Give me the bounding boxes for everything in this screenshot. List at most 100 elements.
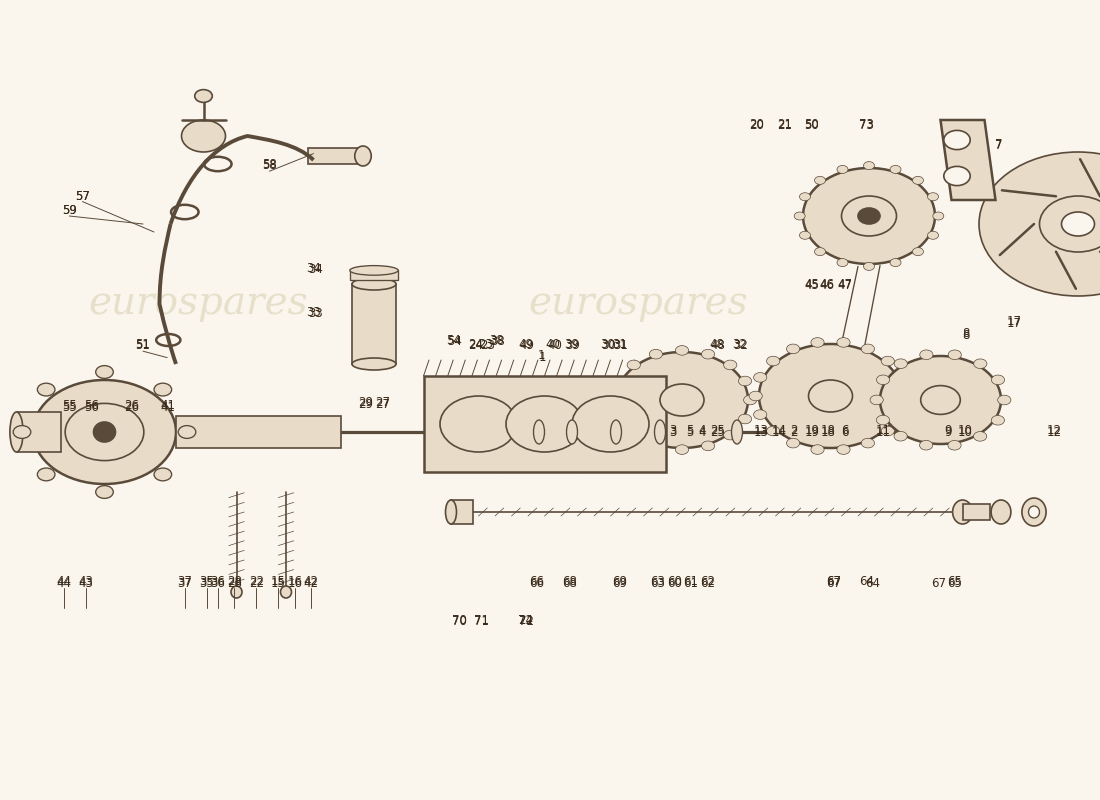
Text: 4: 4 — [698, 424, 705, 437]
Text: 48: 48 — [710, 338, 725, 350]
Text: 11: 11 — [876, 424, 891, 437]
Text: 19: 19 — [804, 424, 820, 437]
Text: 15: 15 — [271, 575, 286, 588]
Text: 37: 37 — [177, 575, 192, 588]
Text: 63: 63 — [650, 577, 666, 590]
Circle shape — [814, 176, 825, 184]
Text: 73: 73 — [859, 118, 874, 130]
Bar — [350, 270, 398, 280]
Circle shape — [800, 231, 811, 239]
Circle shape — [811, 338, 824, 347]
Text: 29: 29 — [358, 396, 373, 409]
Circle shape — [974, 431, 987, 441]
Text: 35: 35 — [199, 577, 214, 590]
Text: 3: 3 — [670, 426, 676, 438]
Text: 38: 38 — [488, 334, 504, 346]
Text: 49: 49 — [518, 338, 534, 350]
Text: 12: 12 — [1046, 426, 1062, 438]
Bar — [352, 284, 396, 364]
Text: 28: 28 — [227, 577, 242, 590]
Text: 36: 36 — [210, 577, 225, 590]
Circle shape — [195, 90, 212, 102]
Circle shape — [1040, 196, 1100, 252]
Text: 16: 16 — [287, 577, 303, 590]
Text: 28: 28 — [227, 575, 242, 588]
Text: 61: 61 — [683, 577, 698, 590]
Text: 51: 51 — [135, 339, 151, 352]
Text: 68: 68 — [562, 575, 578, 588]
Circle shape — [890, 166, 901, 174]
Circle shape — [154, 468, 172, 481]
Text: 67: 67 — [931, 577, 946, 590]
Text: 19: 19 — [804, 426, 820, 438]
Text: 47: 47 — [837, 278, 852, 290]
Text: 23: 23 — [477, 338, 493, 350]
Text: 42: 42 — [304, 575, 319, 588]
Text: 54: 54 — [446, 334, 461, 346]
Bar — [308, 148, 363, 164]
Circle shape — [861, 438, 875, 448]
Text: 7: 7 — [996, 138, 1002, 150]
Text: 48: 48 — [711, 339, 726, 352]
Text: 38: 38 — [490, 335, 505, 348]
Circle shape — [920, 441, 933, 450]
Text: 30: 30 — [601, 339, 616, 352]
Text: 30: 30 — [600, 338, 615, 350]
Text: 72: 72 — [518, 614, 534, 626]
Text: 42: 42 — [304, 577, 319, 590]
Text: 41: 41 — [161, 401, 176, 414]
Circle shape — [738, 376, 751, 386]
Text: 16: 16 — [287, 575, 303, 588]
Text: 24: 24 — [468, 338, 483, 350]
Circle shape — [794, 212, 805, 220]
Circle shape — [724, 360, 737, 370]
Ellipse shape — [566, 420, 578, 444]
Text: 46: 46 — [820, 278, 835, 290]
Circle shape — [877, 375, 890, 385]
Text: 39: 39 — [565, 339, 581, 352]
Text: 15: 15 — [271, 577, 286, 590]
Text: 50: 50 — [804, 119, 820, 132]
Bar — [176, 416, 341, 448]
Circle shape — [675, 346, 689, 355]
Text: 73: 73 — [859, 119, 874, 132]
Circle shape — [754, 373, 767, 382]
Circle shape — [786, 344, 800, 354]
Text: 8: 8 — [962, 327, 969, 340]
Circle shape — [890, 258, 901, 266]
Circle shape — [881, 356, 894, 366]
Text: 1: 1 — [538, 350, 544, 362]
Text: 68: 68 — [562, 577, 578, 590]
Text: 10: 10 — [957, 424, 972, 437]
Text: 61: 61 — [683, 575, 698, 588]
Text: 40: 40 — [547, 339, 562, 352]
Text: 26: 26 — [124, 401, 140, 414]
Text: 69: 69 — [612, 575, 627, 588]
Text: 57: 57 — [75, 190, 90, 202]
Circle shape — [837, 166, 848, 174]
Text: 57: 57 — [75, 190, 90, 202]
Circle shape — [154, 383, 172, 396]
Circle shape — [948, 441, 961, 450]
Text: 22: 22 — [249, 575, 264, 588]
Circle shape — [913, 176, 924, 184]
Circle shape — [675, 445, 689, 454]
Text: 17: 17 — [1006, 317, 1022, 330]
Circle shape — [933, 212, 944, 220]
Circle shape — [944, 166, 970, 186]
Text: 18: 18 — [821, 426, 836, 438]
Text: 54: 54 — [447, 335, 462, 348]
Text: 13: 13 — [754, 424, 769, 437]
Text: 71: 71 — [474, 614, 490, 626]
Text: 25: 25 — [710, 426, 725, 438]
Text: 44: 44 — [56, 575, 72, 588]
Ellipse shape — [350, 266, 398, 275]
Text: 71: 71 — [474, 615, 490, 628]
Bar — [16, 412, 60, 452]
Ellipse shape — [610, 420, 621, 444]
Ellipse shape — [1028, 506, 1040, 518]
Circle shape — [607, 395, 620, 405]
Polygon shape — [940, 120, 996, 200]
Ellipse shape — [280, 586, 292, 598]
Text: eurospares: eurospares — [528, 286, 748, 322]
